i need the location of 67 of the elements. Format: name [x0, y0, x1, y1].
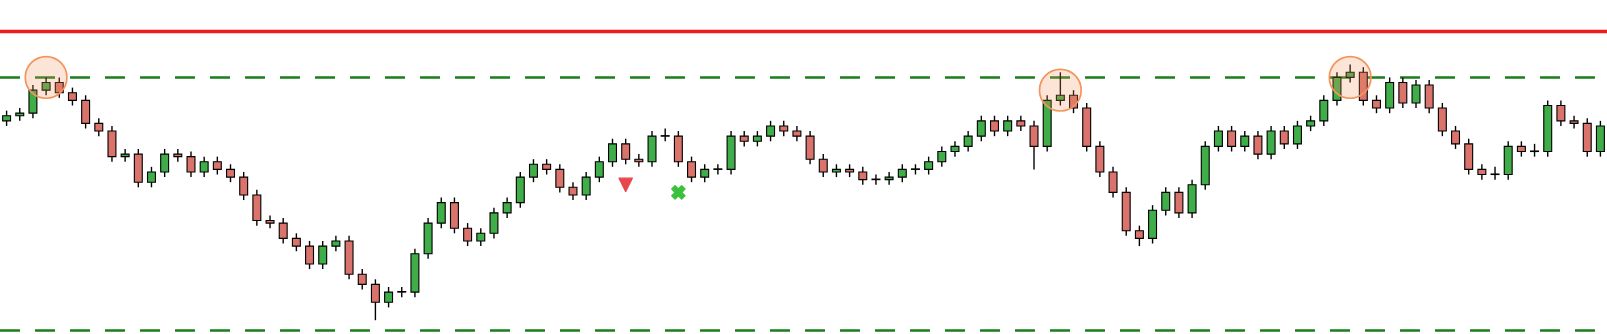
candlestick: [1319, 94, 1329, 127]
candlestick: [766, 120, 776, 142]
candlestick: [1332, 71, 1342, 107]
candlestick: [950, 140, 960, 158]
candlestick: [581, 171, 591, 201]
candlestick: [1345, 63, 1355, 84]
candlestick: [660, 127, 670, 142]
candlestick: [318, 240, 328, 270]
candlestick: [1266, 125, 1276, 160]
candlestick: [384, 286, 394, 309]
candlestick: [621, 138, 631, 165]
candlestick: [357, 268, 367, 291]
candlestick: [28, 84, 38, 119]
candlestick: [1029, 120, 1039, 171]
candlestick: [528, 158, 538, 183]
candlestick: [884, 171, 894, 186]
candlestick: [463, 222, 473, 247]
candlestick: [1055, 71, 1065, 107]
candlestick: [713, 163, 723, 176]
candlestick: [239, 171, 249, 201]
candlestick: [963, 130, 973, 153]
candlestick: [489, 207, 499, 240]
candlestick: [555, 163, 565, 194]
candlestick: [502, 196, 512, 219]
candlestick: [1451, 125, 1461, 150]
candlestick: [1253, 130, 1263, 160]
candlestick: [1569, 115, 1579, 130]
candlestick: [1003, 115, 1013, 137]
candlestick: [305, 240, 315, 270]
candlestick: [146, 166, 156, 188]
candlestick: [976, 115, 986, 142]
candlestick: [1411, 79, 1421, 109]
candlestick: [1134, 224, 1144, 247]
candlestick: [160, 148, 170, 178]
candlestick: [1174, 186, 1184, 219]
candlestick: [818, 153, 828, 178]
candlestick: [607, 138, 618, 168]
candlestick: [1490, 166, 1500, 181]
candlestick: [1477, 163, 1487, 181]
candlestick: [805, 130, 815, 165]
candlestick: [173, 148, 183, 163]
candlestick: [278, 217, 288, 245]
candlestick: [1398, 76, 1408, 109]
candlestick: [120, 148, 130, 163]
candlestick: [1556, 99, 1566, 127]
candlestick: [81, 94, 91, 130]
point: [671, 185, 686, 200]
candlestick: [1437, 102, 1447, 137]
candlestick: [687, 155, 697, 183]
candlestick: [436, 196, 446, 229]
candlestick: [871, 173, 881, 186]
candlestick: [1292, 120, 1302, 150]
candlestick: [1279, 125, 1289, 150]
candlestick: [265, 214, 275, 229]
candlestick: [1424, 79, 1434, 114]
candlestick: [1213, 125, 1223, 153]
candlestick: [937, 145, 947, 168]
candlestick: [989, 115, 1000, 137]
candlestick: [186, 150, 196, 178]
candlestick: [594, 155, 604, 183]
candlestick: [1240, 130, 1250, 153]
candlestick: [1161, 186, 1171, 217]
candlestick: [1227, 125, 1237, 153]
candlestick: [1108, 166, 1118, 199]
candlestick: [199, 155, 209, 178]
point: [618, 177, 633, 193]
candlestick: [370, 278, 380, 321]
